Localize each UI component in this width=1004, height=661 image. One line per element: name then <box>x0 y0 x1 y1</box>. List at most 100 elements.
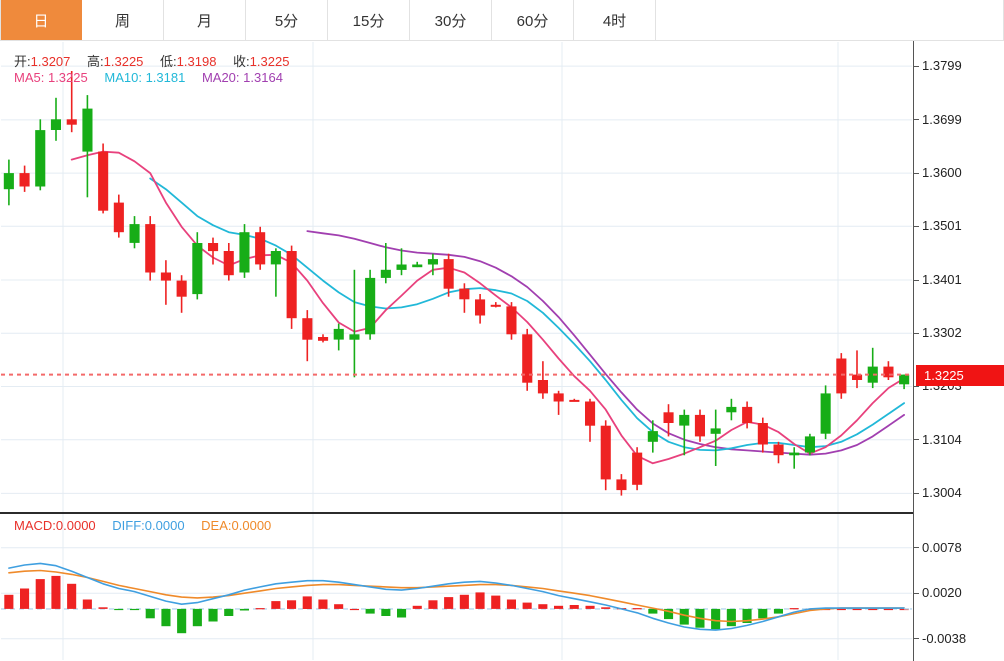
macd-histogram-bar <box>428 600 438 609</box>
tab-60min[interactable]: 60分 <box>492 0 574 40</box>
macd-axis-label: 0.0020 <box>922 585 962 601</box>
macd-histogram-bar <box>758 608 768 619</box>
candle-body <box>694 414 705 437</box>
candle-body <box>239 232 250 273</box>
price-axis-label: 1.3699 <box>922 111 962 127</box>
candle-body <box>412 264 423 268</box>
tab-5min[interactable]: 5分 <box>246 0 328 40</box>
macd-chart-panel[interactable]: MACD:0.0000 DIFF:0.0000 DEA:0.0000 <box>0 514 1004 661</box>
tab-day[interactable]: 日 <box>0 0 82 40</box>
price-axis-label: 1.3501 <box>922 218 962 234</box>
macd-histogram-bar <box>601 607 611 609</box>
candle-body <box>145 224 156 273</box>
axis-tick <box>913 547 919 549</box>
candle-body <box>459 288 470 300</box>
candle-body <box>443 259 454 289</box>
tab-4hour[interactable]: 4时 <box>574 0 656 40</box>
candle-body <box>852 374 863 380</box>
axis-tick <box>913 492 919 494</box>
macd-histogram-bar <box>868 608 878 611</box>
candle-body <box>82 108 93 152</box>
macd-histogram-bar <box>114 608 124 611</box>
diff-line <box>8 562 905 631</box>
macd-histogram-bar <box>852 608 862 611</box>
macd-histogram-bar <box>789 608 799 610</box>
tab-month[interactable]: 月 <box>164 0 246 40</box>
macd-histogram-bar <box>67 583 77 609</box>
macd-histogram-bar <box>145 608 155 619</box>
price-gridlines <box>1 42 912 512</box>
dea-line <box>8 569 905 623</box>
macd-histogram-bar <box>773 608 783 614</box>
price-axis-label: 1.3302 <box>922 325 962 341</box>
macd-histogram-bar <box>475 592 485 609</box>
macd-histogram-bar <box>648 608 658 614</box>
macd-histogram-bar <box>365 608 375 614</box>
candle-body <box>742 406 753 423</box>
candle-body <box>160 272 171 281</box>
macd-histogram-bar <box>679 608 689 625</box>
macd-histogram-bar <box>538 604 548 609</box>
macd-histogram-bar <box>726 608 736 627</box>
tab-15min[interactable]: 15分 <box>328 0 410 40</box>
candle-body <box>899 374 910 385</box>
candle-body <box>286 251 297 319</box>
macd-histogram-bar <box>506 599 516 609</box>
axis-tick <box>913 332 919 334</box>
candle-body <box>585 401 596 426</box>
macd-histogram-bar <box>20 588 30 609</box>
candle-body <box>98 151 109 211</box>
macd-axis-label: 0.0078 <box>922 539 962 555</box>
macd-histogram-bar <box>334 604 344 609</box>
macd-histogram-bar <box>742 608 752 623</box>
price-candlestick-plot[interactable] <box>0 41 1004 512</box>
macd-histogram-bar <box>397 608 407 618</box>
moving-average-lines <box>70 150 905 465</box>
candle-body <box>66 119 77 125</box>
price-axis-label: 1.3799 <box>922 58 962 74</box>
period-tab-bar: 日周月 5分 15分 30分 60分 4时 <box>0 0 1004 41</box>
tab-bar-filler <box>656 0 1004 40</box>
macd-indicator-plot[interactable] <box>0 514 1004 661</box>
tab-week[interactable]: 周 <box>82 0 164 40</box>
candle-body <box>475 299 486 316</box>
candle-body <box>19 173 30 187</box>
macd-histogram-bar <box>522 602 532 609</box>
candle-body <box>113 202 124 233</box>
candle-body <box>632 452 643 485</box>
macd-histogram-bar <box>349 608 359 611</box>
macd-histogram-bar <box>239 608 249 611</box>
macd-axis-label: -0.0038 <box>922 630 967 646</box>
macd-histogram-bar <box>255 608 265 610</box>
candle-body <box>490 304 501 307</box>
macd-histogram-bar <box>35 579 45 609</box>
tab-30min[interactable]: 30分 <box>410 0 492 40</box>
macd-histogram-bar <box>836 608 846 611</box>
candlestick-series[interactable] <box>3 71 910 496</box>
axis-tick <box>913 592 919 594</box>
candle-body <box>616 479 627 491</box>
candle-body <box>3 173 14 190</box>
axis-tick <box>913 172 919 174</box>
candle-body <box>757 423 768 445</box>
candle-body <box>270 251 281 265</box>
candle-body <box>365 277 376 335</box>
macd-histogram-bar <box>177 608 187 634</box>
macd-histogram-bar <box>554 605 564 609</box>
macd-histogram-bar <box>412 605 422 609</box>
macd-histogram-bar <box>444 597 454 609</box>
macd-histogram-bar <box>161 608 171 627</box>
candle-body <box>647 431 658 442</box>
candle-body <box>302 318 313 340</box>
panel-divider <box>0 512 913 514</box>
candle-body <box>427 259 438 265</box>
macd-histogram <box>4 575 909 634</box>
axis-tick <box>913 225 919 227</box>
candle-body <box>883 366 894 378</box>
candle-body <box>553 393 564 402</box>
macd-histogram-bar <box>711 608 721 630</box>
candle-body <box>255 232 266 265</box>
macd-histogram-bar <box>883 608 893 611</box>
price-chart-panel[interactable]: 开:1.3207 高:1.3225 低:1.3198 收:1.3225 MA5:… <box>0 41 1004 512</box>
candle-body <box>349 334 360 340</box>
